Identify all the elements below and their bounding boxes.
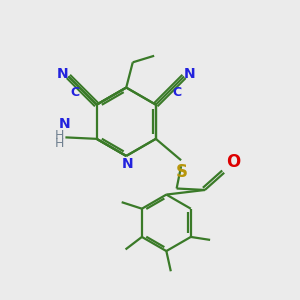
Text: S: S [176,163,188,181]
Text: C: C [70,85,80,98]
Text: N: N [122,158,133,171]
Text: H: H [55,129,64,142]
Text: N: N [59,117,70,131]
Text: N: N [184,67,195,81]
Text: C: C [172,85,181,98]
Text: O: O [226,153,241,171]
Text: H: H [55,137,64,150]
Text: N: N [57,67,69,81]
